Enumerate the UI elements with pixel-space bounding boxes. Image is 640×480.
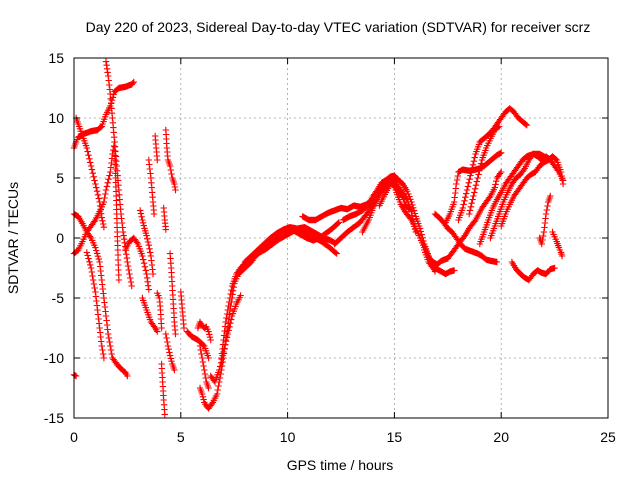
y-tick-label: -5 xyxy=(52,290,65,306)
data-point-markers xyxy=(83,249,108,362)
data-point-markers xyxy=(152,132,161,164)
data-point-markers xyxy=(536,192,554,248)
data-point-markers xyxy=(466,123,503,218)
series-arc-33 xyxy=(421,246,458,278)
x-tick-label: 15 xyxy=(387,429,403,445)
series-arc-40 xyxy=(498,153,567,230)
data-point-markers xyxy=(194,318,214,344)
y-axis-label: SDTVAR / TECUs xyxy=(5,182,21,294)
series-arc-8 xyxy=(111,138,123,284)
series-arc-20 xyxy=(177,288,188,332)
y-tick-label: 15 xyxy=(48,50,64,66)
data-point-markers xyxy=(549,228,566,260)
x-tick-label: 0 xyxy=(70,429,78,445)
series-arc-9 xyxy=(122,234,152,293)
series-arc-25 xyxy=(207,292,244,386)
series-arc-41 xyxy=(508,258,558,284)
y-tick-label: 10 xyxy=(48,110,64,126)
series-arc-16 xyxy=(160,204,169,233)
data-point-markers xyxy=(196,342,212,392)
series-arc-11 xyxy=(139,294,161,335)
y-tick-label: -15 xyxy=(44,410,64,426)
series-arc-18 xyxy=(166,250,179,338)
series-arc-39 xyxy=(487,150,567,242)
axes: 0 5 10 15 20 25 -15 -10 -5 0 5 10 15 xyxy=(44,50,616,445)
series-arc-7 xyxy=(83,249,108,362)
x-axis-label: GPS time / hours xyxy=(287,457,394,473)
data-point-markers xyxy=(102,58,135,290)
x-tick-label: 20 xyxy=(493,429,509,445)
data-point-markers xyxy=(498,153,567,230)
y-tick-label: -10 xyxy=(44,350,64,366)
series-arc-37 xyxy=(466,123,503,218)
data-point-markers xyxy=(162,330,178,374)
series-arc-13 xyxy=(152,132,161,164)
data-point-markers xyxy=(122,234,152,293)
series-arc-12 xyxy=(145,156,158,218)
data-point-markers xyxy=(162,126,179,194)
series-arc-10 xyxy=(137,207,157,278)
data-point-markers xyxy=(177,288,188,332)
data-point-markers xyxy=(137,207,157,278)
data-point-markers xyxy=(508,258,558,284)
data-point-markers xyxy=(431,210,501,266)
y-tick-label: 0 xyxy=(56,230,64,246)
data-point-markers xyxy=(166,250,179,338)
data-point-markers xyxy=(207,292,244,386)
x-tick-label: 10 xyxy=(280,429,296,445)
series-arc-14 xyxy=(154,290,165,332)
series-arc-27 xyxy=(237,224,340,275)
chart-title: Day 220 of 2023, Sidereal Day-to-day VTE… xyxy=(86,19,591,35)
series-arc-42 xyxy=(536,192,554,248)
series-arc-17 xyxy=(162,126,179,194)
series-arc-43 xyxy=(549,228,566,260)
series-arc-19 xyxy=(162,330,178,374)
data-point-markers xyxy=(160,204,169,233)
data-point-markers xyxy=(111,138,123,284)
y-tick-label: 5 xyxy=(56,170,64,186)
data-point-markers xyxy=(487,150,567,242)
data-point-markers xyxy=(139,294,161,335)
data-point-markers xyxy=(158,360,168,418)
series-arc-4 xyxy=(102,58,135,290)
series-arc-22 xyxy=(194,318,214,344)
data-point-markers xyxy=(421,246,458,278)
series-arc-15 xyxy=(158,360,168,418)
series-arc-34 xyxy=(431,210,501,266)
x-tick-label: 5 xyxy=(177,429,185,445)
series-arc-21 xyxy=(184,328,212,362)
series-arc-23 xyxy=(196,342,212,392)
data-point-markers xyxy=(154,290,165,332)
data-point-markers xyxy=(237,224,340,275)
data-point-markers xyxy=(145,156,158,218)
data-point-markers xyxy=(184,328,212,362)
x-tick-label: 25 xyxy=(600,429,616,445)
